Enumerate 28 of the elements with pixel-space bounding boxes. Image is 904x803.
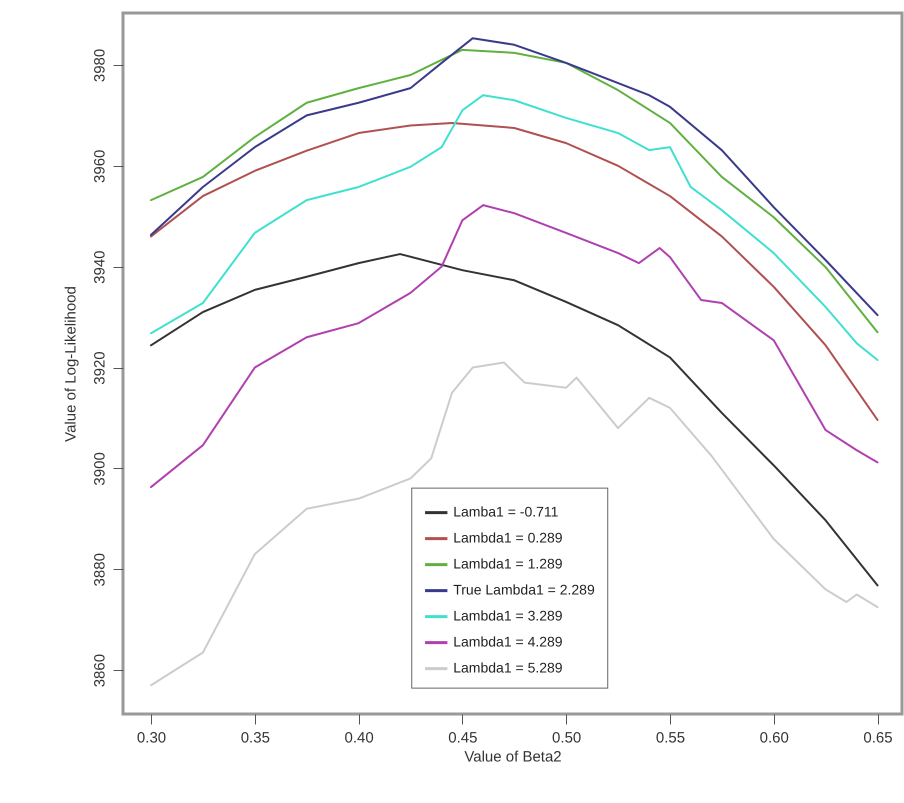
- legend-label: Lambda1 = 4.289: [453, 634, 563, 650]
- legend-label: Lambda1 = 5.289: [453, 660, 563, 676]
- legend-label: Lambda1 = 1.289: [453, 556, 563, 572]
- x-tick-label: 0.50: [552, 730, 582, 746]
- x-tick-label: 0.40: [344, 730, 374, 746]
- line-series: [150, 122, 879, 421]
- x-axis-title: Value of Beta2: [464, 748, 562, 766]
- line-series: [150, 94, 879, 361]
- y-tick-label: 3980: [92, 48, 108, 82]
- y-tick-label: 3940: [92, 250, 108, 284]
- x-tick-label: 0.35: [240, 730, 270, 746]
- legend-label: Lamba1 = -0.711: [453, 504, 559, 520]
- x-tick-label: 0.45: [448, 730, 478, 746]
- legend-label: Lambda1 = 0.289: [453, 530, 563, 546]
- x-tick-label: 0.30: [136, 730, 166, 746]
- x-tick-label: 0.65: [863, 730, 893, 746]
- y-tick-label: 3960: [92, 150, 108, 183]
- x-tick-label: 0.55: [656, 730, 686, 746]
- line-series: [150, 204, 879, 488]
- y-tick-label: 3860: [92, 654, 108, 688]
- x-tick-label: 0.60: [760, 730, 789, 746]
- y-tick-label: 3920: [92, 351, 108, 385]
- line-series: [150, 361, 879, 686]
- y-tick-label: 3880: [92, 553, 108, 586]
- y-tick-label: 3900: [92, 452, 108, 486]
- y-axis-title: Value of Log-Likelihood: [62, 286, 80, 442]
- legend-label: True Lambda1 = 2.289: [453, 582, 595, 598]
- legend-label: Lambda1 = 3.289: [453, 608, 563, 624]
